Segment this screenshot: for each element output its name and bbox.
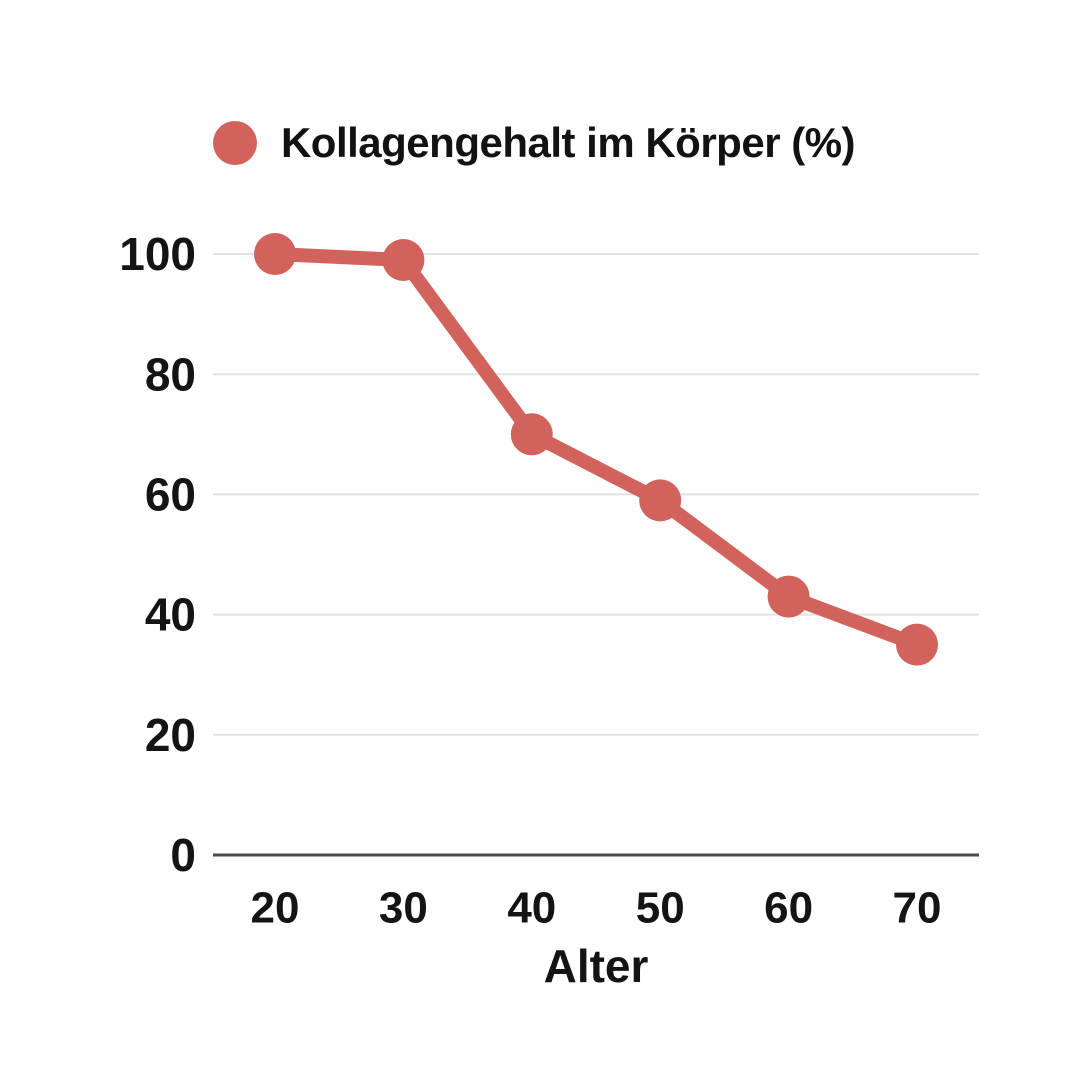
- y-tick-label: 20: [145, 709, 196, 761]
- x-tick-label: 70: [893, 883, 942, 932]
- x-tick-label: 50: [636, 883, 685, 932]
- legend-swatch-icon: [212, 121, 257, 165]
- data-point: [767, 575, 810, 618]
- y-tick-label: 40: [145, 589, 196, 641]
- data-point: [639, 479, 682, 522]
- legend-label: Kollagengehalt im Körper (%): [280, 119, 856, 166]
- legend: Kollagengehalt im Körper (%): [0, 114, 1080, 172]
- y-tick-label: 60: [145, 469, 196, 521]
- x-tick-label: 40: [507, 883, 556, 932]
- data-point: [510, 413, 553, 456]
- y-tick-label: 0: [170, 829, 196, 881]
- series-line: [268, 247, 924, 652]
- y-tick-label: 80: [145, 348, 196, 400]
- data-point: [896, 623, 938, 666]
- x-tick-label: 60: [764, 883, 813, 932]
- x-tick-label: 20: [251, 883, 300, 932]
- y-tick-label: 100: [119, 228, 196, 280]
- data-point: [382, 239, 425, 282]
- x-axis-title: Alter: [544, 940, 649, 992]
- x-tick-label: 30: [379, 883, 428, 932]
- data-point: [254, 233, 296, 275]
